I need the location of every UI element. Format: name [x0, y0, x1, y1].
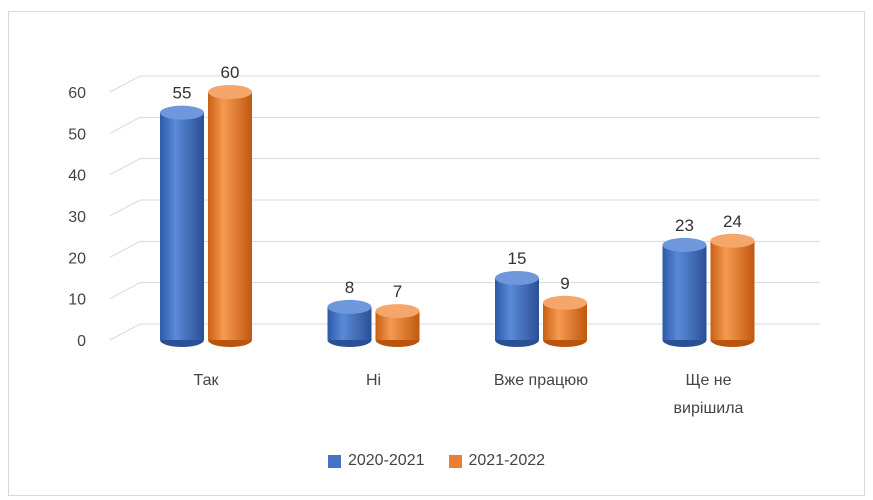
category-label: Ні — [366, 372, 381, 389]
legend-swatch-series-1 — [327, 454, 341, 468]
gridline-60 — [109, 75, 820, 93]
gridline-50 — [109, 116, 820, 134]
bar-1-2 — [327, 299, 372, 347]
y-tick-label: 40 — [68, 168, 86, 185]
gridline-30 — [109, 199, 820, 217]
category-label: Ще не вирішила — [674, 372, 744, 417]
gridline-40 — [109, 158, 820, 176]
data-label: 60 — [221, 63, 240, 82]
data-label: 8 — [345, 278, 354, 297]
legend: 2020-2021 2021-2022 — [0, 452, 873, 470]
data-label: 24 — [723, 212, 742, 231]
gridline-10 — [109, 282, 820, 300]
legend-swatch-series-2 — [448, 454, 462, 468]
y-axis-ticks: 0 10 20 30 40 50 60 — [68, 85, 86, 350]
gridline-0 — [109, 323, 820, 341]
legend-label-series-2: 2021-2022 — [468, 452, 546, 469]
category-label: Так — [194, 372, 220, 389]
data-label: 9 — [560, 274, 569, 293]
category-labels-layer: Так Ні Вже працюю Ще не вирішила — [194, 372, 744, 417]
bar-2-1 — [208, 85, 252, 347]
bars-layer — [160, 85, 755, 347]
category-label: Вже працюю — [494, 372, 588, 389]
gridline-20 — [109, 240, 820, 258]
data-label: 55 — [173, 84, 192, 103]
legend-label-series-1: 2020-2021 — [347, 452, 425, 469]
bar-2-3 — [543, 295, 587, 347]
data-label: 7 — [393, 282, 402, 301]
bar-2-4 — [710, 233, 755, 347]
y-tick-label: 60 — [68, 85, 86, 102]
y-tick-label: 30 — [68, 209, 86, 226]
y-tick-label: 0 — [77, 333, 86, 350]
data-label: 23 — [675, 216, 694, 235]
bar-1-4 — [662, 237, 707, 347]
bar-1-3 — [495, 271, 539, 347]
data-labels-layer: 55 60 8 7 15 9 23 24 — [173, 63, 742, 301]
grid-layer — [109, 75, 820, 341]
y-tick-label: 50 — [68, 126, 86, 143]
y-tick-label: 10 — [68, 292, 86, 309]
bar-2-2 — [375, 304, 420, 347]
y-tick-label: 20 — [68, 250, 86, 267]
legend-item-series-1: 2020-2021 — [327, 452, 425, 470]
bar-1-1 — [160, 105, 204, 347]
data-label: 15 — [508, 249, 527, 268]
legend-item-series-2: 2021-2022 — [448, 452, 546, 470]
